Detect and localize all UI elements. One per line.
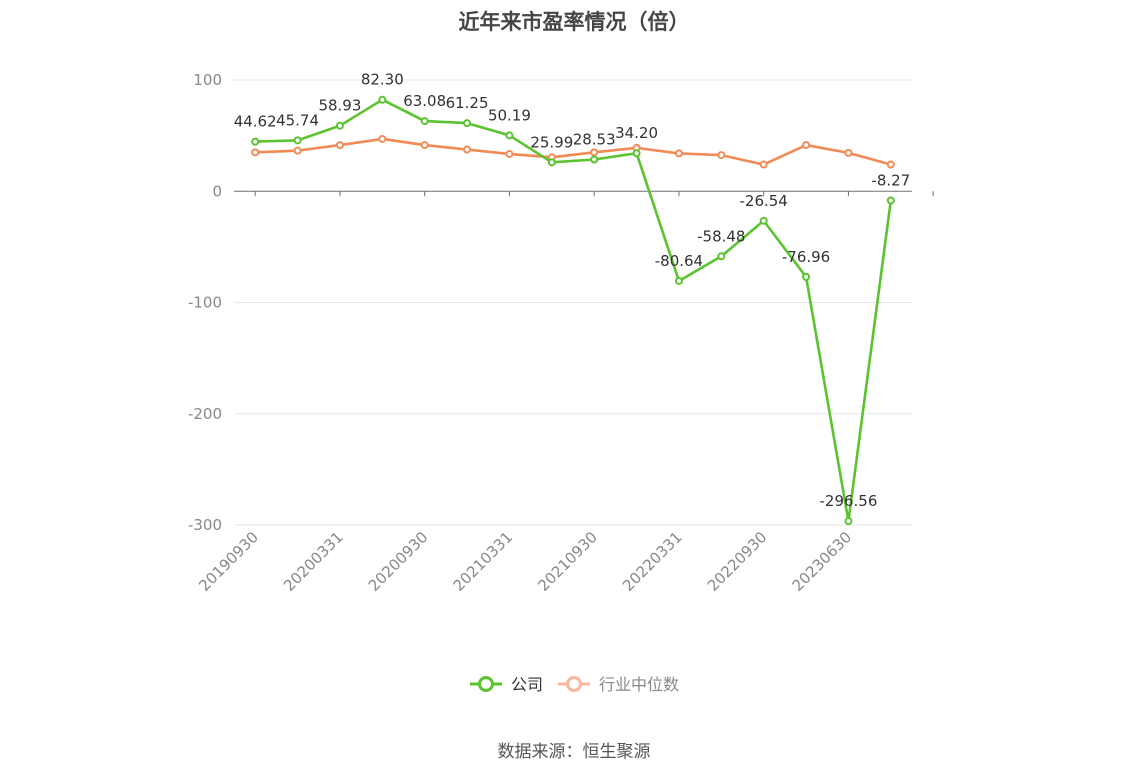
legend-industry-label: 行业中位数 [599, 675, 679, 694]
series-layer [251, 95, 895, 526]
x-tick-label: 20210331 [450, 528, 517, 595]
industry-data-point [802, 141, 811, 150]
industry-series-line [255, 137, 892, 166]
company-data-point [505, 131, 514, 140]
industry-data-point [463, 145, 472, 154]
x-tick-label: 20220930 [704, 528, 771, 595]
industry-data-point [420, 141, 429, 150]
company-data-point [674, 276, 683, 285]
legend: 公司 行业中位数 [470, 675, 679, 694]
y-tick-label: -200 [188, 405, 222, 423]
legend-item-company[interactable]: 公司 [470, 675, 543, 694]
grid-layer [234, 79, 912, 526]
company-series-line [255, 98, 893, 523]
company-data-point [293, 136, 302, 145]
source-note: 数据来源：恒生聚源 [497, 742, 651, 762]
legend-company-label: 公司 [511, 675, 543, 694]
company-data-label: 58.93 [318, 97, 361, 115]
company-data-label: 25.99 [530, 133, 573, 151]
industry-data-point [844, 148, 853, 157]
company-data-label: 34.20 [615, 124, 658, 142]
company-data-point [886, 196, 895, 205]
company-data-label: 50.19 [488, 106, 531, 124]
industry-data-point [717, 151, 726, 160]
company-data-point [717, 252, 726, 261]
company-data-label: -58.48 [697, 227, 745, 245]
company-data-label: 28.53 [573, 131, 616, 149]
y-tick-label: -300 [188, 516, 222, 534]
x-tick-label: 20200331 [280, 528, 347, 595]
y-tick-label: -100 [188, 294, 222, 312]
company-data-label: -8.27 [871, 171, 910, 189]
company-data-label: 82.30 [361, 71, 404, 89]
industry-data-point [759, 160, 768, 169]
chart-title: 近年来市盈率情况（倍） [458, 10, 690, 34]
industry-data-point [335, 141, 344, 150]
company-data-label: 63.08 [403, 92, 446, 110]
industry-data-point [674, 149, 683, 158]
x-tick-label: 20230630 [789, 528, 856, 595]
company-data-point [547, 158, 556, 167]
industry-data-point [251, 148, 260, 157]
company-data-point [632, 149, 641, 158]
x-tick-label: 20220331 [619, 528, 686, 595]
x-tick-label: 20190930 [195, 528, 262, 595]
legend-industry-marker [566, 676, 582, 692]
company-data-point [251, 137, 260, 146]
legend-item-industry[interactable]: 行业中位数 [558, 675, 679, 694]
industry-data-point [378, 134, 387, 143]
company-data-label: -76.96 [782, 248, 830, 266]
industry-data-point [505, 149, 514, 158]
company-data-label: 45.74 [276, 111, 319, 129]
x-tick-label: 20200930 [365, 528, 432, 595]
company-data-point [802, 272, 811, 281]
company-data-label: -296.56 [819, 492, 877, 510]
company-data-label: 61.25 [446, 94, 489, 112]
y-tick-label: 0 [212, 182, 222, 200]
company-data-point [590, 155, 599, 164]
company-data-point [463, 119, 472, 128]
x-tick-label: 20210930 [534, 528, 601, 595]
industry-data-point [886, 160, 895, 169]
company-data-label: -80.64 [655, 252, 703, 270]
y-tick-label: 100 [193, 71, 222, 89]
company-data-point [378, 95, 387, 104]
company-data-point [420, 117, 429, 126]
legend-company-marker [478, 676, 494, 692]
company-data-point [759, 216, 768, 225]
company-data-label: -26.54 [740, 192, 788, 210]
industry-data-point [293, 146, 302, 155]
company-data-point [335, 121, 344, 130]
industry-data-point [590, 148, 599, 157]
company-data-point [844, 517, 853, 526]
company-data-label: 44.62 [234, 113, 277, 131]
